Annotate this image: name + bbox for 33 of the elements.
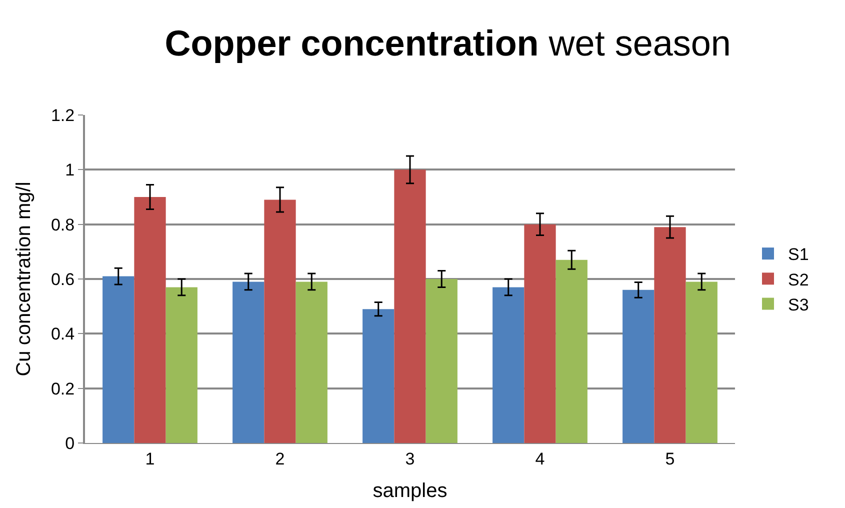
bar <box>492 287 524 443</box>
legend-label: S3 <box>788 295 809 314</box>
bar <box>102 276 134 443</box>
bar <box>232 282 264 443</box>
x-tick-label: 3 <box>405 449 415 468</box>
x-axis-title: samples <box>372 480 448 502</box>
y-tick-label: 0 <box>65 434 75 453</box>
y-tick-label: 0.8 <box>50 215 75 234</box>
legend-label: S1 <box>788 245 809 264</box>
y-tick-label: 1.2 <box>50 106 75 125</box>
bar <box>654 227 686 443</box>
bar <box>362 309 394 443</box>
x-tick-label: 2 <box>275 449 285 468</box>
bar <box>296 282 328 443</box>
y-tick-label: 0.4 <box>50 324 75 344</box>
y-tick-label: 0.6 <box>50 270 75 289</box>
bar <box>264 200 296 443</box>
y-axis-title: Cu concentration mg/l <box>12 182 35 376</box>
bar <box>686 282 718 443</box>
bar <box>524 224 556 443</box>
y-tick-label: 0.2 <box>50 379 75 398</box>
bar <box>556 260 588 443</box>
x-tick-label: 5 <box>665 449 675 468</box>
bar <box>166 287 198 443</box>
bar <box>394 170 426 443</box>
bar <box>622 290 654 443</box>
chart-title: Copper concentration wet season <box>164 22 731 64</box>
y-tick-label: 1 <box>65 160 75 180</box>
bar <box>426 279 458 443</box>
bar <box>134 197 166 443</box>
legend-label: S2 <box>788 270 809 290</box>
x-tick-label: 4 <box>535 449 545 468</box>
x-tick-label: 1 <box>145 449 155 468</box>
